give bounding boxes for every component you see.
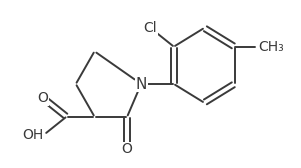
Text: Cl: Cl	[144, 21, 157, 35]
Text: O: O	[122, 142, 133, 156]
Text: OH: OH	[22, 128, 43, 142]
Text: O: O	[38, 91, 48, 105]
Text: CH₃: CH₃	[258, 40, 284, 54]
Text: N: N	[135, 76, 147, 92]
